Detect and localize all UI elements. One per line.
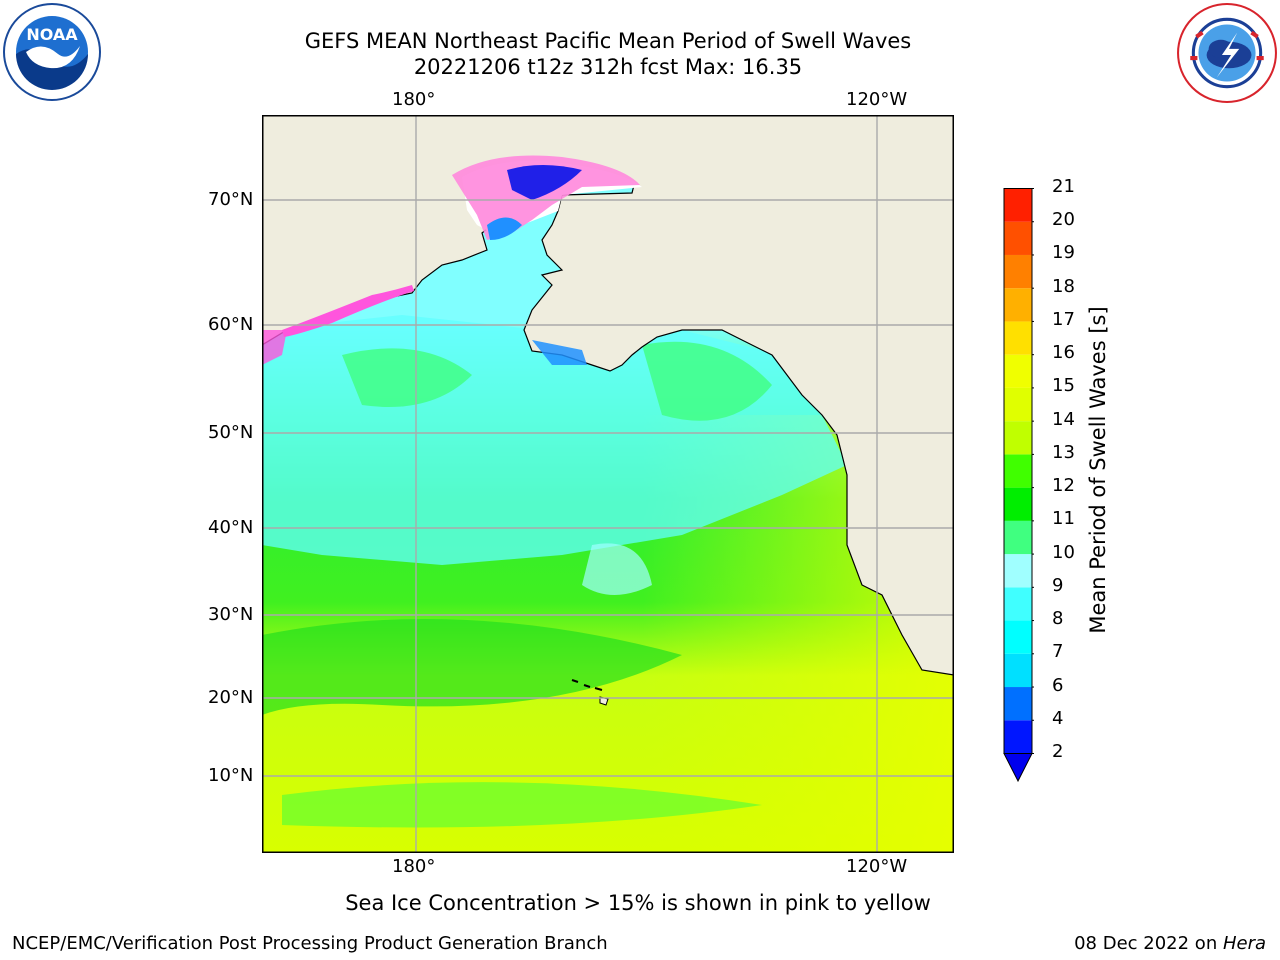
colorbar-segment (1004, 520, 1032, 555)
colorbar-tick-label: 13 (1052, 441, 1075, 463)
swell-patch (642, 341, 772, 421)
colorbar-tick-label: 21 (1052, 176, 1075, 197)
swell-patch (342, 348, 472, 407)
run-date: 08 Dec 2022 on (1074, 933, 1223, 954)
hawaii-islands (571, 679, 603, 691)
colorbar-segment (1004, 487, 1032, 521)
sea-ice-fringe (282, 285, 414, 337)
colorbar-segment (1004, 687, 1032, 721)
colorbar-extend-triangle (1003, 753, 1033, 783)
sea-ice-core (487, 217, 522, 240)
lat-label: 40°N (208, 517, 254, 538)
colorbar-tick-label: 17 (1052, 308, 1075, 330)
colorbar-tick-label: 11 (1052, 508, 1075, 530)
lat-label: 20°N (208, 687, 254, 708)
colorbar-frame (1003, 188, 1033, 754)
colorbar-tick-label: 8 (1052, 608, 1064, 630)
machine-name: Hera (1222, 933, 1266, 954)
colorbar-tick-label: 20 (1052, 209, 1075, 231)
colorbar-segment (1004, 288, 1032, 322)
sea-ice-core (507, 165, 582, 200)
colorbar-segment (1004, 653, 1032, 688)
colorbar-tick-label: 10 (1052, 541, 1075, 563)
colorbar-tick-label: 7 (1052, 641, 1064, 663)
graticule (262, 115, 954, 853)
colorbar-segment (1004, 221, 1032, 255)
nws-logo (1177, 3, 1277, 103)
swell-patch (262, 619, 682, 715)
map-panel (262, 115, 954, 853)
colorbar-tick-label: 15 (1052, 375, 1075, 397)
colorbar-segment (1004, 254, 1032, 289)
chart-subtitle: 20221206 t12z 312h fcst Max: 16.35 (413, 55, 803, 79)
swell-patch (582, 543, 652, 595)
swell-patch (282, 782, 762, 828)
colorbar-label: Mean Period of Swell Waves [s] (1086, 306, 1110, 634)
colorbar-tick-label: 14 (1052, 408, 1075, 430)
svg-text:NOAA: NOAA (26, 25, 78, 44)
colorbar-tick-label: 12 (1052, 475, 1075, 497)
colorbar-segment (1004, 554, 1032, 588)
colorbar-tick-label: 2 (1052, 741, 1064, 762)
lat-label: 50°N (208, 422, 254, 443)
lon-label-top: 180° (392, 89, 436, 110)
colorbar-segment (1004, 587, 1032, 621)
lon-label-bottom: 180° (392, 856, 436, 877)
colorbar-tick-label: 16 (1052, 342, 1075, 364)
lat-label: 30°N (208, 604, 254, 625)
lat-label: 60°N (208, 314, 254, 335)
colorbar-segment (1004, 421, 1032, 455)
lat-label: 10°N (208, 765, 254, 786)
colorbar-segment (1004, 454, 1032, 488)
colorbar-segment (1004, 321, 1032, 355)
colorbar-tick-label: 19 (1052, 242, 1075, 264)
map-border (262, 115, 954, 853)
noaa-logo: NOAA (3, 3, 101, 101)
run-date-credit: 08 Dec 2022 on Hera (1074, 933, 1266, 954)
colorbar-segment (1004, 188, 1032, 222)
colorbar-tick-label: 18 (1052, 275, 1075, 297)
sea-ice-footnote: Sea Ice Concentration > 15% is shown in … (345, 891, 931, 915)
colorbar-segment (1004, 720, 1032, 754)
producer-credit: NCEP/EMC/Verification Post Processing Pr… (12, 933, 608, 954)
chart-title: GEFS MEAN Northeast Pacific Mean Period … (304, 29, 912, 53)
colorbar-tick-label: 9 (1052, 574, 1064, 596)
colorbar-segment (1004, 620, 1032, 654)
colorbar (1003, 188, 1034, 783)
lon-label-bottom: 120°W (846, 856, 908, 877)
colorbar-tick-label: 4 (1052, 707, 1064, 729)
lat-label: 70°N (208, 189, 254, 210)
sea-ice-core (532, 340, 587, 365)
land-mass (262, 115, 954, 676)
colorbar-tick-label: 6 (1052, 674, 1064, 696)
sea-ice-fringe (262, 330, 287, 365)
lon-label-top: 120°W (846, 89, 908, 110)
colorbar-segment (1004, 387, 1032, 422)
map-canvas (262, 115, 954, 853)
colorbar-segment (1004, 354, 1032, 388)
